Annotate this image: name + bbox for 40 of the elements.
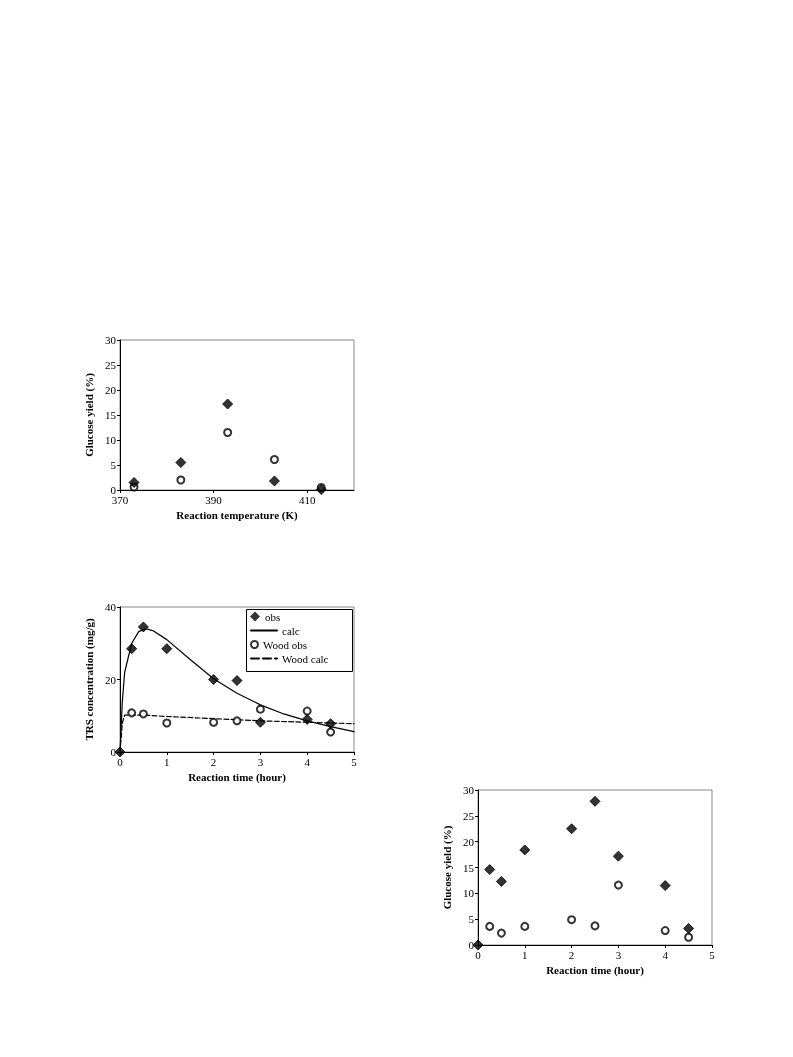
y-tick-label: 25 [105,359,117,371]
x-tick-label: 3 [257,755,264,768]
x-axis-title: Reaction temperature (K) [176,509,299,523]
y-axis-title: Glucose yield (%) [440,825,454,910]
x-tick-label: 390 [205,493,223,506]
x-tick-label: 410 [298,493,316,506]
y-tick-label: 10 [463,887,475,900]
y-tick-label: 15 [463,861,475,874]
x-tick-label: 2 [210,755,217,768]
y-tick-label: 20 [105,673,117,686]
legend-label: Wood obs [263,638,308,651]
x-tick-label: 4 [662,948,669,961]
x-tick-label: 5 [351,755,358,768]
x-tick-label: 3 [615,948,622,961]
y-tick-label: 5 [110,459,117,471]
y-tick-label: 30 [105,334,117,346]
y-axis-title: Glucose yield (%) [82,372,96,457]
x-tick-label: 1 [522,948,528,961]
legend-label: obs [265,610,281,623]
y-tick-label: 10 [105,434,117,446]
legend-label: calc [282,624,300,637]
x-axis-title: Reaction time (hour) [188,771,287,785]
x-tick-label: 370 [111,493,129,506]
legend-label: Wood calc [282,652,329,665]
y-tick-label: 0 [110,746,117,758]
y-tick-label: 20 [463,835,475,848]
y-tick-label: 0 [468,939,475,951]
x-tick-label: 5 [709,948,716,961]
y-tick-label: 5 [468,913,475,926]
y-tick-label: 0 [110,484,117,496]
x-tick-label: 4 [304,755,311,768]
y-tick-label: 25 [463,809,475,822]
y-tick-label: 15 [105,409,117,421]
y-tick-label: 40 [105,601,117,613]
x-tick-label: 1 [164,755,170,768]
x-tick-label: 2 [568,948,575,961]
y-axis-title: TRS concentration (mg/g) [82,618,96,741]
y-tick-label: 20 [105,384,117,396]
y-tick-label: 30 [463,784,475,796]
x-axis-title: Reaction time (hour) [546,964,645,978]
